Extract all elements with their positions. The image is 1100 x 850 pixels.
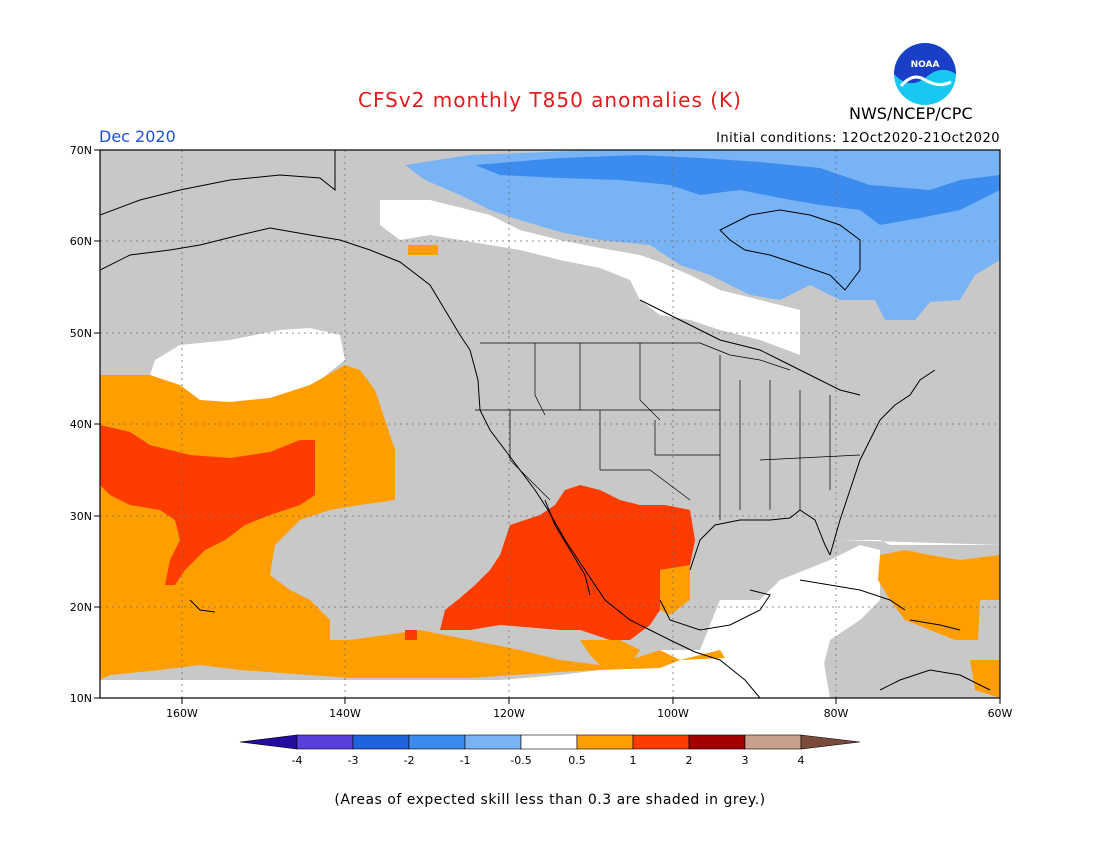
state-borders — [475, 342, 861, 520]
colorbar-label: 4 — [798, 754, 805, 767]
lat-label: 50N — [70, 327, 92, 340]
lat-label: 20N — [70, 601, 92, 614]
latitude-labels: 70N 60N 50N 40N 30N 20N 10N — [70, 144, 92, 705]
initial-conditions: Initial conditions: 12Oct2020-21Oct2020 — [716, 131, 1000, 146]
colorbar-swatch — [408, 734, 466, 750]
lon-label: 140W — [329, 707, 361, 720]
lat-label: 60N — [70, 235, 92, 248]
lat-label: 10N — [70, 692, 92, 705]
north-pacific-strong-warm-region — [100, 425, 315, 585]
colorbar-label: 1 — [630, 754, 637, 767]
baja-mexico-strong-warm-region — [440, 485, 695, 640]
lon-label: 160W — [166, 707, 198, 720]
caribbean-warm-region — [878, 550, 1000, 640]
colorbar-swatch — [632, 734, 690, 750]
colorbar-label: -4 — [292, 754, 303, 767]
colorbar-swatch — [800, 734, 861, 750]
colorbar-swatch — [688, 734, 746, 750]
graticule — [100, 150, 1000, 698]
colorbar-label: -0.5 — [510, 754, 531, 767]
lon-label: 120W — [493, 707, 525, 720]
colorbar-label: -1 — [460, 754, 471, 767]
colorbar: -4 -3 -2 -1 -0.5 0.5 1 2 3 4 — [239, 734, 861, 767]
chart-title: CFSv2 monthly T850 anomalies (K) — [358, 88, 742, 112]
colorbar-label: 2 — [686, 754, 693, 767]
colorbar-swatch — [239, 734, 298, 750]
colorbar-swatch — [296, 734, 354, 750]
north-pacific-warm-region — [100, 365, 725, 680]
colorbar-swatch — [520, 734, 578, 750]
svg-text:NOAA: NOAA — [911, 60, 940, 70]
hudson-bay-cold-region — [475, 155, 1000, 225]
coastlines — [100, 150, 991, 698]
longitude-labels: 160W 140W 120W 100W 80W 60W — [166, 707, 1012, 720]
lat-label: 70N — [70, 144, 92, 157]
colorbar-label: 0.5 — [568, 754, 586, 767]
colorbar-label: -2 — [404, 754, 415, 767]
colorbar-label: -3 — [348, 754, 359, 767]
colorbar-swatch — [464, 734, 522, 750]
forecast-month: Dec 2020 — [99, 127, 176, 146]
skill-footnote: (Areas of expected skill less than 0.3 a… — [334, 792, 766, 808]
lat-label: 30N — [70, 510, 92, 523]
colorbar-label: 3 — [742, 754, 749, 767]
colorbar-swatch — [744, 734, 802, 750]
lon-label: 80W — [824, 707, 849, 720]
lat-label: 40N — [70, 418, 92, 431]
colorbar-swatch — [352, 734, 410, 750]
noaa-logo: NOAA — [894, 43, 956, 105]
lon-label: 100W — [657, 707, 689, 720]
colorbar-swatch — [576, 734, 634, 750]
lon-label: 60W — [988, 707, 1013, 720]
agency-label: NWS/NCEP/CPC — [849, 104, 973, 123]
